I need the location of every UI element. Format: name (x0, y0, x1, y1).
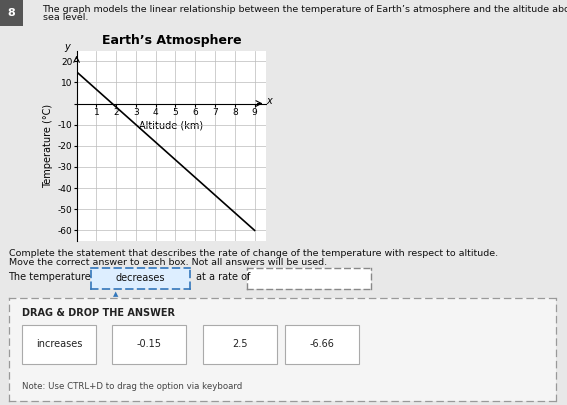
Text: DRAG & DROP THE ANSWER: DRAG & DROP THE ANSWER (22, 308, 175, 318)
FancyBboxPatch shape (203, 324, 277, 364)
Text: Note: Use CTRL+D to drag the option via keyboard: Note: Use CTRL+D to drag the option via … (22, 382, 243, 390)
Text: -6.66: -6.66 (310, 339, 334, 349)
Text: The temperature: The temperature (9, 273, 91, 282)
Title: Earth’s Atmosphere: Earth’s Atmosphere (101, 34, 242, 47)
Text: Complete the statement that describes the rate of change of the temperature with: Complete the statement that describes th… (9, 249, 498, 258)
FancyBboxPatch shape (112, 324, 187, 364)
Text: The graph models the linear relationship between the temperature of Earth’s atmo: The graph models the linear relationship… (43, 5, 567, 14)
Text: 8: 8 (7, 8, 15, 18)
Text: increases: increases (36, 339, 82, 349)
X-axis label: Altitude (km): Altitude (km) (139, 121, 204, 131)
Text: sea level.: sea level. (43, 13, 88, 22)
Text: decreases: decreases (116, 273, 165, 283)
FancyBboxPatch shape (285, 324, 359, 364)
Text: Move the correct answer to each box. Not all answers will be used.: Move the correct answer to each box. Not… (9, 258, 327, 267)
Text: y: y (64, 42, 70, 52)
Text: -0.15: -0.15 (137, 339, 162, 349)
Text: x: x (266, 96, 272, 106)
Text: 2.5: 2.5 (232, 339, 247, 349)
Text: ▲: ▲ (113, 291, 118, 297)
FancyBboxPatch shape (22, 324, 96, 364)
Y-axis label: Temperature (°C): Temperature (°C) (44, 104, 53, 188)
Text: at a rate of: at a rate of (196, 273, 250, 282)
